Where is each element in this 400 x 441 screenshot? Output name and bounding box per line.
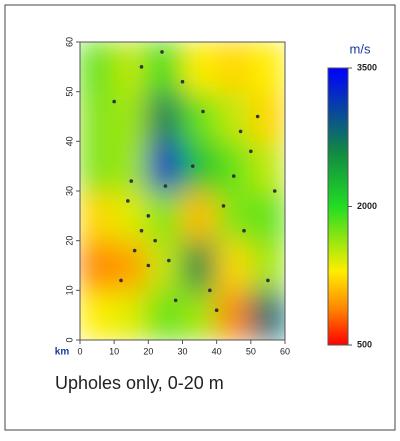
heat-cell xyxy=(181,140,218,192)
heat-cell xyxy=(249,90,285,143)
y-tick-label: 0 xyxy=(64,337,74,342)
heat-cell xyxy=(113,90,150,143)
uphole-point xyxy=(238,129,243,134)
heat-cell xyxy=(80,90,116,143)
axis-unit: km xyxy=(55,347,70,358)
y-tick-label: 50 xyxy=(64,87,74,97)
heat-cell xyxy=(215,42,252,93)
uphole-point xyxy=(214,308,219,313)
y-tick-label: 30 xyxy=(64,186,74,196)
uphole-point xyxy=(129,179,134,183)
uphole-point xyxy=(231,174,236,178)
uphole-point xyxy=(255,114,260,119)
x-tick-label: 20 xyxy=(143,346,153,356)
heat-cell xyxy=(113,289,150,340)
uphole-point xyxy=(126,199,130,203)
uphole-point xyxy=(146,214,151,218)
uphole-point xyxy=(167,258,171,263)
uphole-point xyxy=(249,149,253,154)
uphole-point xyxy=(208,288,212,293)
uphole-point xyxy=(272,189,277,193)
uphole-point xyxy=(119,278,123,283)
uphole-point xyxy=(190,164,195,168)
uphole-point xyxy=(180,79,185,84)
heat-cell xyxy=(147,42,184,93)
heat-cell xyxy=(249,239,285,292)
heat-cell xyxy=(181,190,218,242)
y-tick-label: 10 xyxy=(64,285,74,295)
x-tick-label: 30 xyxy=(177,346,187,356)
caption: Upholes only, 0-20 m xyxy=(55,373,224,393)
colorbar-title: m/s xyxy=(350,41,371,56)
colorbar-tick-label: 3500 xyxy=(357,62,377,72)
heat-cell xyxy=(249,190,285,242)
uphole-point xyxy=(160,50,164,54)
heat-cell xyxy=(215,190,252,242)
uphole-point xyxy=(112,99,116,104)
uphole-point xyxy=(139,228,144,233)
heat-cell xyxy=(147,289,184,340)
uphole-point xyxy=(146,263,151,268)
heat-cell xyxy=(147,90,184,143)
x-tick-label: 40 xyxy=(212,346,222,356)
heat-cell xyxy=(113,42,150,93)
frame xyxy=(4,4,396,431)
heat-cell xyxy=(80,42,116,93)
y-tick-label: 20 xyxy=(64,236,74,246)
heat-cell xyxy=(215,90,252,143)
heat-cell xyxy=(215,239,252,292)
heat-cell xyxy=(147,190,184,242)
x-tick-label: 10 xyxy=(109,346,119,356)
heat-cell xyxy=(215,140,252,192)
uphole-point xyxy=(201,109,205,114)
heat-cell xyxy=(80,289,116,340)
heat-cell xyxy=(181,42,218,93)
x-tick-label: 60 xyxy=(280,346,290,356)
heat-cell xyxy=(181,239,218,292)
heat-cell xyxy=(80,190,116,242)
colorbar-tick-label: 500 xyxy=(357,339,372,349)
heat-cell xyxy=(147,140,184,192)
heat-cell xyxy=(249,140,285,192)
heat-cell xyxy=(147,239,184,292)
heatmap xyxy=(80,42,285,340)
heat-cell xyxy=(80,239,116,292)
uphole-point xyxy=(221,204,226,208)
heat-cell xyxy=(215,289,252,340)
colorbar xyxy=(327,67,349,346)
colorbar-tick-label: 2000 xyxy=(357,201,377,211)
heat-cell xyxy=(181,289,218,340)
y-tick-label: 60 xyxy=(64,37,74,47)
uphole-point xyxy=(132,248,137,253)
heat-cell xyxy=(80,140,116,192)
uphole-point xyxy=(266,278,270,283)
uphole-point xyxy=(139,65,144,69)
heat-cell xyxy=(249,289,285,340)
uphole-point xyxy=(163,184,168,188)
uphole-point xyxy=(153,238,157,243)
heat-cell xyxy=(113,239,150,292)
heat-cell xyxy=(113,140,150,192)
x-tick-label: 50 xyxy=(246,346,256,356)
heat-cell xyxy=(113,190,150,242)
heat-cell xyxy=(181,90,218,143)
y-tick-label: 40 xyxy=(64,136,74,146)
x-tick-label: 0 xyxy=(77,346,82,356)
uphole-point xyxy=(242,228,246,233)
heat-cell xyxy=(249,42,285,93)
uphole-point xyxy=(173,298,178,303)
